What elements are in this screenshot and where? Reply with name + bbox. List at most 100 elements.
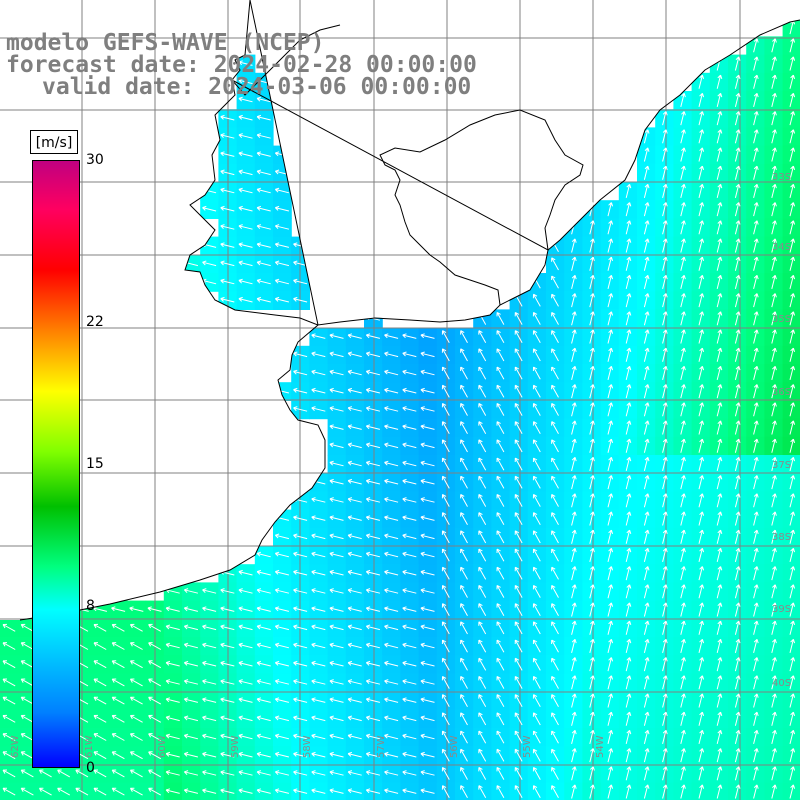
wind-arrow bbox=[589, 274, 595, 290]
wind-arrow bbox=[202, 660, 217, 667]
wind-arrow bbox=[771, 693, 777, 708]
wind-arrow bbox=[698, 129, 705, 144]
wind-arrow bbox=[220, 133, 235, 139]
wind-arrow bbox=[220, 151, 235, 157]
wind-arrow bbox=[589, 493, 595, 508]
wind-arrow bbox=[532, 457, 541, 471]
wind-arrow bbox=[607, 511, 614, 526]
wind-arrow bbox=[625, 675, 632, 690]
wind-arrow bbox=[753, 748, 759, 763]
wind-arrow bbox=[571, 329, 577, 344]
wind-arrow bbox=[734, 129, 741, 144]
wind-arrow bbox=[625, 202, 632, 217]
wind-arrow bbox=[532, 421, 541, 435]
lon-label: 60W bbox=[157, 735, 168, 758]
wind-arrow bbox=[420, 660, 435, 667]
wind-arrow bbox=[165, 642, 180, 649]
wind-arrow bbox=[789, 493, 796, 508]
wind-arrow bbox=[478, 548, 487, 562]
wind-arrow bbox=[771, 729, 777, 745]
wind-arrow bbox=[771, 147, 777, 162]
wind-arrow bbox=[753, 456, 759, 472]
wind-arrow bbox=[551, 785, 559, 799]
wind-arrow bbox=[625, 329, 632, 344]
wind-arrow bbox=[256, 770, 271, 776]
wind-arrow bbox=[293, 260, 308, 267]
wind-arrow bbox=[698, 111, 705, 126]
wind-arrow bbox=[716, 256, 723, 271]
wind-arrow bbox=[183, 788, 199, 794]
wind-arrow bbox=[129, 606, 144, 612]
wind-arrow bbox=[402, 478, 417, 485]
wind-arrow bbox=[532, 748, 541, 762]
wind-arrow bbox=[441, 639, 450, 653]
wind-arrow bbox=[165, 715, 180, 722]
wind-arrow bbox=[532, 621, 541, 635]
wind-arrow bbox=[165, 770, 180, 776]
wind-arrow bbox=[607, 493, 614, 508]
wind-arrow bbox=[625, 402, 632, 417]
wind-arrow bbox=[514, 530, 523, 544]
wind-arrow bbox=[202, 205, 217, 212]
wind-arrow bbox=[716, 602, 723, 617]
wind-arrow bbox=[496, 348, 505, 362]
wind-arrow bbox=[238, 751, 253, 758]
wind-arrow bbox=[532, 402, 541, 416]
wind-arrow bbox=[607, 784, 614, 799]
wind-arrow bbox=[274, 624, 290, 631]
wind-arrow bbox=[478, 530, 487, 544]
wind-arrow bbox=[680, 620, 686, 635]
wind-arrow bbox=[643, 365, 650, 381]
wind-arrow bbox=[734, 147, 741, 162]
wind-arrow bbox=[365, 369, 381, 376]
wind-arrow bbox=[129, 660, 143, 669]
wind-arrow bbox=[329, 679, 344, 685]
wind-arrow bbox=[329, 369, 344, 376]
wind-arrow bbox=[789, 584, 796, 599]
wind-arrow bbox=[662, 766, 668, 781]
wind-arrow bbox=[734, 693, 741, 708]
wind-arrow bbox=[347, 642, 362, 649]
wind-arrow bbox=[771, 202, 777, 217]
wind-arrow bbox=[256, 660, 271, 667]
wind-arrow bbox=[347, 606, 362, 612]
wind-arrow bbox=[2, 623, 16, 632]
wind-arrow bbox=[402, 551, 417, 558]
wind-arrow bbox=[734, 784, 741, 799]
wind-arrow bbox=[643, 675, 650, 690]
wind-arrow bbox=[625, 347, 632, 362]
wind-arrow bbox=[662, 748, 668, 763]
wind-arrow bbox=[589, 766, 595, 781]
wind-arrow bbox=[183, 606, 199, 612]
wind-arrow bbox=[256, 788, 271, 794]
wind-arrow bbox=[129, 642, 143, 650]
wind-arrow bbox=[571, 657, 577, 672]
wind-arrow bbox=[220, 588, 235, 594]
wind-arrow bbox=[384, 751, 399, 758]
wind-arrow bbox=[347, 424, 362, 430]
wind-arrow bbox=[643, 748, 650, 763]
wind-arrow bbox=[441, 330, 450, 344]
wind-arrow bbox=[734, 293, 741, 308]
wind-arrow bbox=[365, 387, 381, 394]
wind-arrow bbox=[147, 606, 162, 612]
wind-arrow bbox=[571, 238, 577, 253]
wind-arrow bbox=[771, 329, 777, 344]
wind-arrow bbox=[441, 603, 450, 617]
wind-arrow bbox=[589, 311, 595, 326]
wind-arrow bbox=[460, 621, 468, 635]
wind-arrow bbox=[662, 547, 668, 563]
wind-arrow bbox=[441, 421, 450, 435]
wind-arrow bbox=[478, 748, 487, 762]
wind-arrow bbox=[625, 620, 632, 635]
wind-arrow bbox=[662, 111, 668, 126]
wind-arrow bbox=[238, 260, 253, 267]
wind-arrow bbox=[698, 493, 705, 508]
wind-arrow bbox=[698, 748, 705, 763]
wind-arrow bbox=[789, 511, 796, 526]
wind-arrow bbox=[347, 660, 362, 667]
wind-arrow bbox=[311, 478, 326, 485]
wind-arrow bbox=[680, 329, 686, 344]
wind-arrow bbox=[514, 384, 523, 398]
wind-arrow bbox=[329, 442, 344, 449]
